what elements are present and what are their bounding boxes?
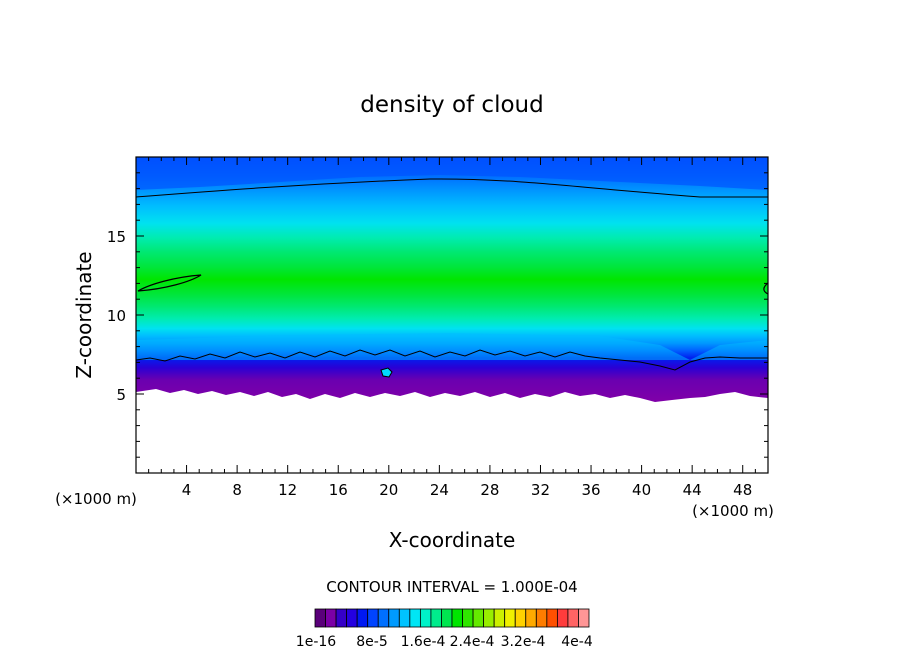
- x-tick-label: 48: [733, 481, 752, 499]
- colorbar-label: 1.6e-4: [401, 634, 446, 650]
- x-tick-label: 40: [632, 481, 651, 499]
- colorbar-swatch: [504, 608, 516, 628]
- contour-interval-text: CONTOUR INTERVAL = 1.000E-04: [326, 578, 577, 596]
- colorbar-swatch: [483, 608, 495, 628]
- x-tick-label: 16: [329, 481, 348, 499]
- colorbar-swatch: [346, 608, 358, 628]
- x-tick-label: 36: [581, 481, 600, 499]
- colorbar-label: 8e-5: [356, 634, 387, 650]
- colorbar-label: 1e-16: [296, 634, 336, 650]
- x-tick-label: 44: [683, 481, 702, 499]
- contour-blob: [380, 367, 393, 378]
- colorbar-swatch: [409, 608, 421, 628]
- colorbar-swatch: [514, 608, 527, 628]
- x-tick-label: 32: [531, 481, 550, 499]
- colorbar-swatch: [578, 608, 590, 628]
- x-tick-label: 12: [278, 481, 297, 499]
- y-tick-label: 5: [116, 386, 126, 404]
- y-axis-ticks: 5 10 15: [107, 172, 768, 458]
- contour-line-upper: [136, 178, 768, 198]
- x-tick-label: 28: [480, 481, 499, 499]
- x-tick-label: 24: [430, 481, 449, 499]
- y-tick-label: 15: [107, 228, 126, 246]
- contour-closed-left: [137, 274, 202, 292]
- colorbar-label: 3.2e-4: [501, 634, 546, 650]
- colorbar-swatch: [356, 608, 369, 628]
- colorbar-swatch: [546, 608, 558, 628]
- colorbar-swatch: [441, 608, 453, 628]
- colorbar-swatch: [325, 608, 337, 628]
- x-tick-label: 8: [232, 481, 242, 499]
- contour-line-lower: [136, 349, 768, 371]
- x-axis-label: X-coordinate: [389, 528, 516, 552]
- colorbar-swatch: [367, 608, 379, 628]
- colorbar-swatch: [493, 608, 506, 628]
- contour-closed-right: [763, 282, 768, 295]
- upper-blue-band: [136, 157, 768, 190]
- colorbar-labels: 1e-16 8e-5 1.6e-4 2.4e-4 3.2e-4 4e-4: [296, 634, 593, 650]
- colorbar-swatch: [535, 608, 548, 628]
- x-unit-label-left: (×1000 m): [55, 490, 137, 508]
- lower-cyan-band: [136, 333, 768, 360]
- colorbar-label: 4e-4: [561, 634, 593, 650]
- colorbar-swatch: [567, 608, 579, 628]
- colorbar-label: 2.4e-4: [450, 634, 495, 650]
- cloud-density-field: [136, 157, 768, 402]
- x-tick-label: 4: [182, 481, 192, 499]
- colorbar-swatch: [335, 608, 348, 628]
- colorbar-swatch: [388, 608, 400, 628]
- y-tick-label: 10: [107, 307, 126, 325]
- y-axis-label: Z-coordinate: [72, 251, 96, 378]
- colorbar-swatch: [451, 608, 463, 628]
- colorbar-swatch: [377, 608, 390, 628]
- x-unit-label-right: (×1000 m): [692, 502, 774, 520]
- x-tick-label: 20: [379, 481, 398, 499]
- colorbar-swatch: [314, 608, 326, 628]
- chart-title: density of cloud: [360, 92, 543, 118]
- colorbar: [314, 608, 590, 628]
- colorbar-swatch: [462, 608, 474, 628]
- cloud-field-fill: [136, 157, 768, 402]
- colorbar-swatch: [525, 608, 537, 628]
- colorbar-swatch: [430, 608, 442, 628]
- colorbar-swatch: [419, 608, 432, 628]
- colorbar-swatch: [472, 608, 485, 628]
- x-axis-ticks: 4 8 12 16 20 24 28 32 36 40 44 48: [148, 157, 756, 499]
- colorbar-swatch: [556, 608, 569, 628]
- colorbar-swatch: [398, 608, 411, 628]
